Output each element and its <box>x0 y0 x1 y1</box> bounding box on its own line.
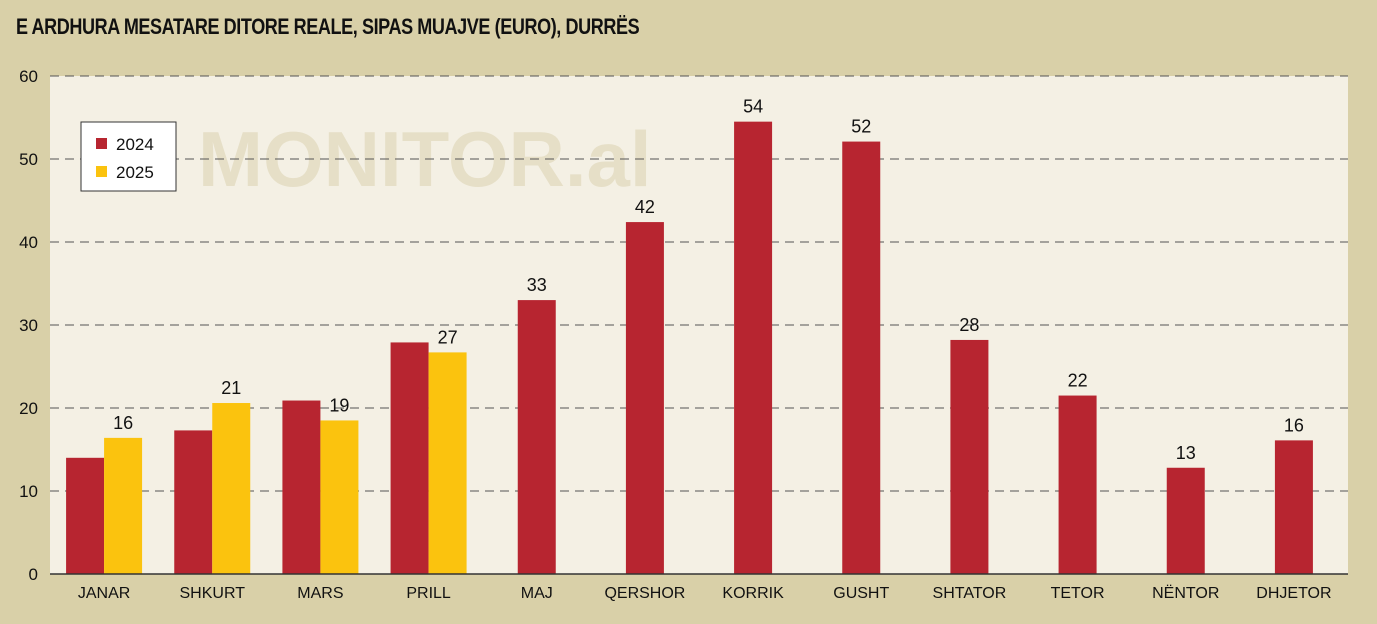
category-label: JANAR <box>78 585 130 602</box>
legend: 2024 2025 <box>80 121 177 192</box>
bar-2025-prill <box>428 352 467 574</box>
bar-2024-nëntor <box>1166 467 1205 574</box>
data-label: 13 <box>1176 443 1196 463</box>
y-axis-ticks: 0 10 20 30 40 50 60 <box>19 67 38 584</box>
gridlines <box>50 75 1348 492</box>
bar-2025-shkurt <box>212 403 251 574</box>
category-label: QERSHOR <box>604 585 685 602</box>
bar-2024-shtator <box>950 339 989 574</box>
data-label: 22 <box>1068 371 1088 391</box>
bar-2024-maj <box>517 300 556 574</box>
y-tick-label: 20 <box>19 399 38 418</box>
category-label: NËNTOR <box>1152 584 1219 602</box>
bar-2024-prill <box>390 342 429 574</box>
y-tick-label: 10 <box>19 482 38 501</box>
bar-2024-gusht <box>842 141 881 574</box>
bar-2024-janar <box>66 457 105 574</box>
legend-box <box>80 121 177 192</box>
bars <box>66 121 1313 575</box>
data-label: 21 <box>221 378 241 398</box>
legend-label: 2024 <box>116 135 154 154</box>
bar-2024-korrik <box>734 121 773 575</box>
category-label: SHKURT <box>180 585 246 602</box>
x-axis-categories: JANAR SHKURT MARS PRILL MAJ QERSHOR KORRIK GUSH… <box>78 584 1332 602</box>
data-label: 28 <box>959 315 979 335</box>
bar-2025-janar <box>104 437 143 574</box>
data-label: 27 <box>438 327 458 347</box>
y-tick-label: 60 <box>19 67 38 86</box>
category-label: TETOR <box>1051 585 1105 602</box>
y-tick-label: 40 <box>19 233 38 252</box>
category-label: GUSHT <box>833 585 889 602</box>
category-label: KORRIK <box>722 585 784 602</box>
chart-title: E ARDHURA MESATARE DITORE REALE, SIPAS M… <box>16 14 640 39</box>
data-label: 33 <box>527 275 547 295</box>
bar-2024-mars <box>282 400 321 574</box>
category-label: DHJETOR <box>1256 585 1331 602</box>
category-label: MAJ <box>521 585 553 602</box>
legend-label: 2025 <box>116 163 154 182</box>
data-label: 54 <box>743 97 763 117</box>
category-label: MARS <box>297 585 343 602</box>
data-label: 16 <box>1284 415 1304 435</box>
bar-2024-tetor <box>1058 395 1097 574</box>
legend-swatch <box>96 166 107 177</box>
data-label: 19 <box>329 395 349 415</box>
y-tick-label: 0 <box>29 565 38 584</box>
y-tick-label: 30 <box>19 316 38 335</box>
category-label: SHTATOR <box>933 585 1007 602</box>
data-label: 16 <box>113 413 133 433</box>
legend-swatch <box>96 138 107 149</box>
bar-2024-qershor <box>625 222 664 574</box>
y-tick-label: 50 <box>19 150 38 169</box>
data-label: 42 <box>635 197 655 217</box>
bar-2024-shkurt <box>174 430 213 574</box>
data-label: 52 <box>851 117 871 137</box>
bar-2024-dhjetor <box>1274 440 1313 574</box>
bar-2025-mars <box>320 420 359 574</box>
data-labels: 16 21 19 27 33 42 54 52 28 22 13 16 <box>113 97 1304 463</box>
category-label: PRILL <box>406 585 451 602</box>
